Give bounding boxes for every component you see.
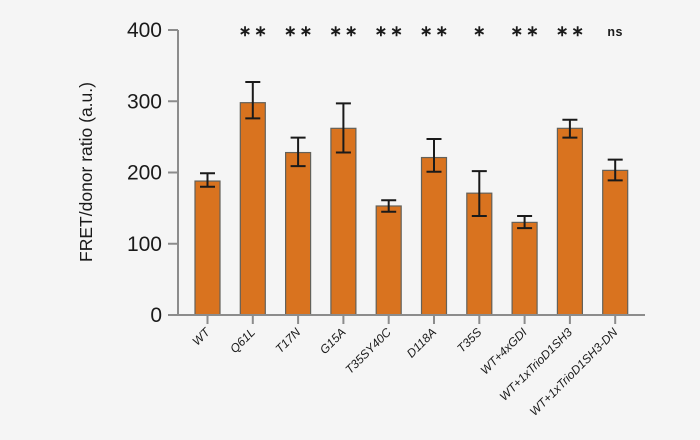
significance-marker-WT+4xGDI: ∗∗: [511, 23, 542, 40]
bar-WT: [194, 180, 221, 316]
significance-marker-T17N: ∗∗: [284, 23, 315, 40]
x-tick-label-D118A: D118A: [404, 325, 439, 360]
x-tick-label-T35S: T35S: [454, 325, 484, 355]
significance-marker-T35S: ∗: [473, 23, 489, 40]
x-tick-label-WT+1xTrioD1SH3-DN: WT+1xTrioD1SH3-DN: [527, 325, 621, 419]
significance-marker-WT+1xTrioD1SH3: ∗∗: [556, 23, 587, 40]
y-tick-label: 300: [127, 90, 162, 113]
x-tick-label-T35SY40C: T35SY40C: [342, 325, 394, 377]
y-tick-label: 200: [127, 162, 162, 185]
x-tick-label-WT: WT: [190, 324, 214, 348]
bar-WT+1xTrioD1SH3: [556, 127, 584, 316]
error-bar-T35SY40C: [381, 199, 397, 213]
error-bar-T17N: [290, 136, 306, 168]
error-bar-D118A: [426, 138, 442, 173]
error-bar-WT: [200, 172, 215, 188]
bar-D118A: [420, 156, 448, 316]
bar-T17N: [285, 151, 312, 316]
error-bar-WT+1xTrioD1SH3: [562, 118, 578, 139]
error-bar-G15A: [335, 102, 351, 154]
significance-marker-D118A: ∗∗: [420, 23, 451, 40]
x-tick-label-G15A: G15A: [317, 325, 349, 357]
significance-marker-G15A: ∗∗: [329, 23, 360, 40]
significance-marker-Q61L: ∗∗: [239, 23, 270, 40]
bar-T35SY40C: [375, 205, 402, 316]
error-bar-WT+1xTrioD1SH3-DN: [607, 158, 623, 182]
bar-WT+4xGDI: [511, 221, 538, 316]
bar-G15A: [330, 127, 357, 316]
y-tick-label: 0: [150, 304, 162, 327]
x-tick-label-Q61L: Q61L: [227, 325, 258, 356]
y-tick-label: 400: [127, 19, 162, 42]
bar-Q61L: [239, 102, 266, 316]
error-bar-Q61L: [245, 81, 261, 120]
significance-marker-T35SY40C: ∗∗: [375, 23, 406, 40]
error-bar-T35S: [471, 170, 487, 217]
y-axis-title: FRET/donor ratio (a.u.): [76, 82, 96, 262]
x-tick-label-T17N: T17N: [273, 325, 304, 356]
error-bar-WT+4xGDI: [517, 214, 533, 230]
significance-marker-WT+1xTrioD1SH3-DN: ns: [607, 25, 623, 39]
bar-WT+1xTrioD1SH3-DN: [602, 169, 629, 316]
y-tick-label: 100: [127, 233, 162, 256]
